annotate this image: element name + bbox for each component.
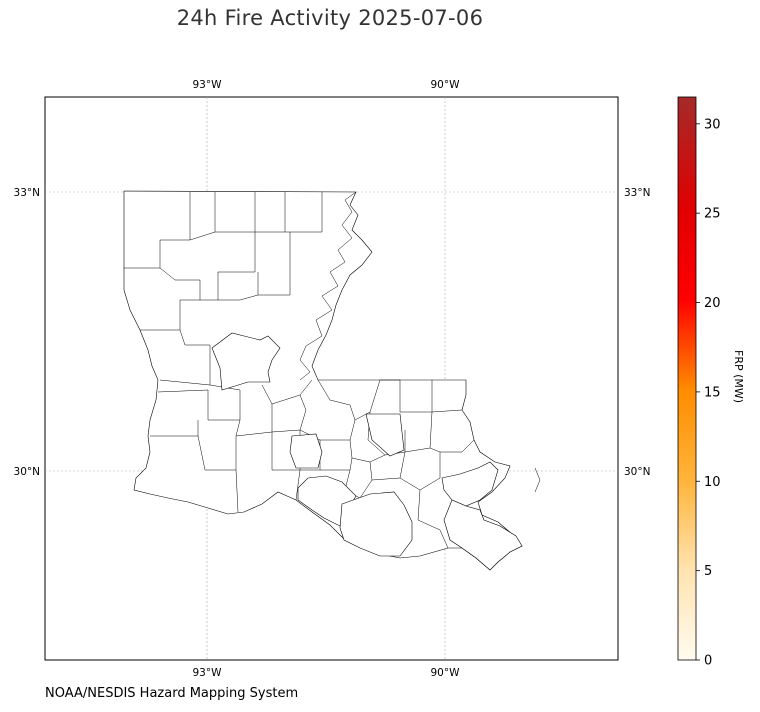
tick-bottom-lon-0: 93°W xyxy=(193,667,223,679)
colorbar-tick-label: 30 xyxy=(704,117,721,132)
tick-left-lat-0: 33°N xyxy=(14,187,40,199)
region-mid-frp-3 xyxy=(441,461,499,507)
figure-title: 24h Fire Activity 2025-07-06 xyxy=(176,6,484,30)
tick-left-lat-1: 30°N xyxy=(14,466,40,478)
colorbar-tick-label: 5 xyxy=(704,564,712,579)
tick-right-lat-1: 30°N xyxy=(624,466,650,478)
tick-top-lon-1: 90°W xyxy=(431,79,461,91)
fire-regions xyxy=(211,332,523,571)
region-mid-frp-2 xyxy=(339,491,413,557)
tick-top-lon-0: 93°W xyxy=(193,79,223,91)
colorbar-label: FRP (MW) xyxy=(732,350,745,404)
colorbar-tick-label: 0 xyxy=(704,654,712,669)
credit-text: NOAA/NESDIS Hazard Mapping System xyxy=(45,686,299,701)
louisiana-parishes xyxy=(123,190,541,571)
colorbar-tick-label: 25 xyxy=(704,207,721,222)
colorbar xyxy=(677,96,697,661)
region-high-frp xyxy=(211,332,281,391)
map-frame xyxy=(44,96,619,661)
colorbar-tick-label: 10 xyxy=(704,475,721,490)
colorbar-tick-label: 15 xyxy=(704,385,721,400)
tick-right-lat-0: 33°N xyxy=(624,187,650,199)
region-low-frp-3 xyxy=(289,433,323,469)
tick-bottom-lon-1: 90°W xyxy=(431,667,461,679)
colorbar-ticks: 0 5 10 15 20 25 30 xyxy=(696,117,721,669)
colorbar-tick-label: 20 xyxy=(704,296,721,311)
region-low-frp-2 xyxy=(443,499,523,571)
colorbar-label-wrap: FRP (MW) xyxy=(731,350,760,410)
region-low-frp-1 xyxy=(365,413,405,457)
